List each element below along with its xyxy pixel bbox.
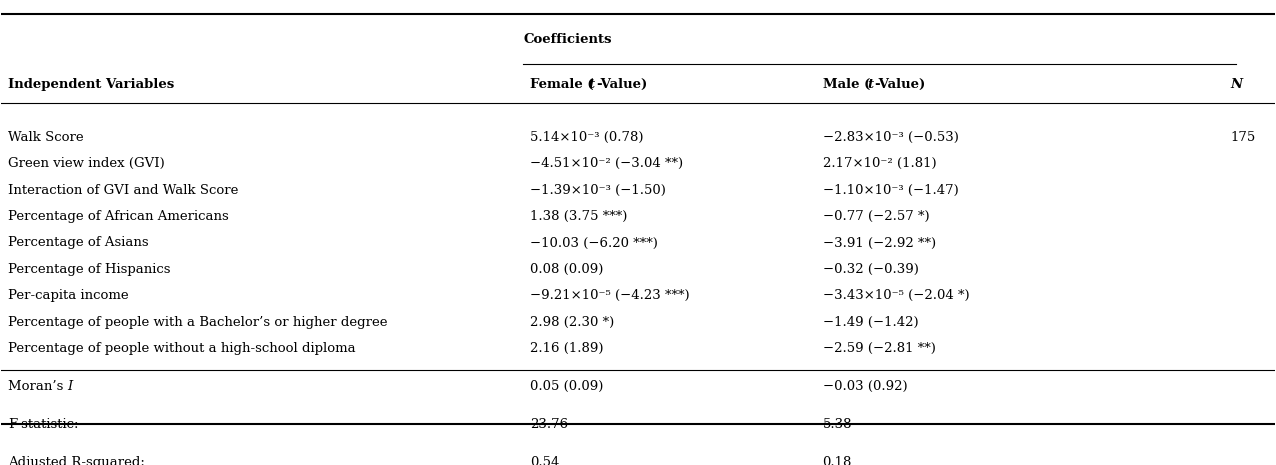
Text: Percentage of people with a Bachelor’s or higher degree: Percentage of people with a Bachelor’s o… [8,316,387,329]
Text: Walk Score: Walk Score [8,131,83,144]
Text: Percentage of Asians: Percentage of Asians [8,237,148,249]
Text: 5.14×10⁻³ (0.78): 5.14×10⁻³ (0.78) [530,131,643,144]
Text: Coefficients: Coefficients [523,33,612,46]
Text: −0.03 (0.92): −0.03 (0.92) [823,380,907,392]
Text: 2.17×10⁻² (1.81): 2.17×10⁻² (1.81) [823,157,937,170]
Text: 2.98 (2.30 *): 2.98 (2.30 *) [530,316,614,329]
Text: 0.05 (0.09): 0.05 (0.09) [530,380,604,392]
Text: -Value): -Value) [596,78,647,91]
Text: I: I [66,380,71,392]
Text: t: t [866,78,873,91]
Text: t: t [588,78,595,91]
Text: 0.18: 0.18 [823,456,852,465]
Text: Interaction of GVI and Walk Score: Interaction of GVI and Walk Score [8,184,239,197]
Text: 0.54: 0.54 [530,456,559,465]
Text: Percentage of African Americans: Percentage of African Americans [8,210,228,223]
Text: −3.43×10⁻⁵ (−2.04 *): −3.43×10⁻⁵ (−2.04 *) [823,289,970,302]
Text: −9.21×10⁻⁵ (−4.23 ***): −9.21×10⁻⁵ (−4.23 ***) [530,289,689,302]
Text: −3.91 (−2.92 **): −3.91 (−2.92 **) [823,237,935,249]
Text: Percentage of people without a high-school diploma: Percentage of people without a high-scho… [8,342,356,355]
Text: Green view index (GVI): Green view index (GVI) [8,157,165,170]
Text: Adjusted R-squared:: Adjusted R-squared: [8,456,144,465]
Text: Female (: Female ( [530,78,593,91]
Text: F-statistic:: F-statistic: [8,418,78,431]
Text: −1.39×10⁻³ (−1.50): −1.39×10⁻³ (−1.50) [530,184,666,197]
Text: Percentage of Hispanics: Percentage of Hispanics [8,263,170,276]
Text: −1.10×10⁻³ (−1.47): −1.10×10⁻³ (−1.47) [823,184,958,197]
Text: −0.77 (−2.57 *): −0.77 (−2.57 *) [823,210,929,223]
Text: −2.59 (−2.81 **): −2.59 (−2.81 **) [823,342,935,355]
Text: 2.16 (1.89): 2.16 (1.89) [530,342,604,355]
Text: 5.38: 5.38 [823,418,852,431]
Text: 1.38 (3.75 ***): 1.38 (3.75 ***) [530,210,627,223]
Text: Moran’s: Moran’s [8,380,68,392]
Text: N: N [1230,78,1242,91]
Text: 23.76: 23.76 [530,418,568,431]
Text: −4.51×10⁻² (−3.04 **): −4.51×10⁻² (−3.04 **) [530,157,683,170]
Text: -Value): -Value) [874,78,925,91]
Text: −10.03 (−6.20 ***): −10.03 (−6.20 ***) [530,237,657,249]
Text: Independent Variables: Independent Variables [8,78,174,91]
Text: Per-capita income: Per-capita income [8,289,129,302]
Text: −2.83×10⁻³ (−0.53): −2.83×10⁻³ (−0.53) [823,131,958,144]
Text: −0.32 (−0.39): −0.32 (−0.39) [823,263,919,276]
Text: 175: 175 [1230,131,1256,144]
Text: −1.49 (−1.42): −1.49 (−1.42) [823,316,919,329]
Text: 0.08 (0.09): 0.08 (0.09) [530,263,604,276]
Text: Male (: Male ( [823,78,870,91]
